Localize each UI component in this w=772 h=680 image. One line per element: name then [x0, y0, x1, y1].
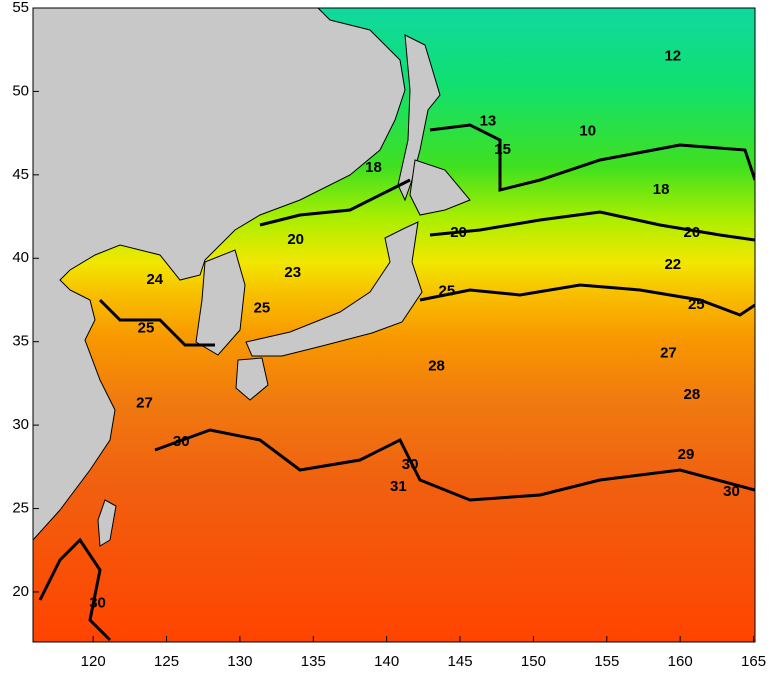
x-tick-label: 125	[154, 653, 179, 670]
contour-label: 30	[89, 595, 106, 612]
y-tick-label: 55	[12, 0, 29, 16]
contour-line	[38, 537, 112, 642]
y-tick-label: 35	[12, 333, 29, 350]
contour-label: 25	[688, 296, 705, 313]
contour-label: 18	[653, 181, 670, 198]
taiwan	[97, 499, 117, 547]
x-tick-label: 130	[227, 653, 252, 670]
contour-label: 13	[480, 112, 497, 129]
contour-label: 28	[428, 358, 445, 375]
land	[33, 8, 471, 547]
contour-label: 30	[402, 456, 419, 473]
contour-label: 31	[390, 478, 407, 495]
contour-label: 27	[660, 344, 677, 361]
contour-line	[98, 298, 215, 347]
y-tick-label: 30	[12, 416, 29, 433]
contour-label: 20	[287, 231, 304, 248]
mainland	[33, 8, 406, 541]
contour-label: 30	[723, 483, 740, 500]
honshu	[245, 221, 423, 357]
contour-label: 15	[494, 141, 511, 158]
y-tick-label: 50	[12, 82, 29, 99]
contour-lines	[38, 123, 755, 642]
contour-line	[154, 428, 755, 502]
korea	[195, 249, 246, 356]
y-tick-label: 40	[12, 249, 29, 266]
y-tick-label: 25	[12, 499, 29, 516]
kyushu	[235, 357, 269, 401]
contour-line	[429, 210, 755, 242]
x-tick-label: 165	[741, 653, 766, 670]
contour-label: 22	[664, 256, 681, 273]
contour-label: 27	[136, 394, 153, 411]
contour-label: 24	[146, 271, 163, 288]
contour-line	[259, 178, 411, 227]
x-tick-label: 155	[594, 653, 619, 670]
contour-label: 12	[664, 47, 681, 64]
x-tick-label: 140	[374, 653, 399, 670]
contour-line	[429, 123, 755, 192]
x-tick-label: 160	[668, 653, 693, 670]
plot-frame	[32, 7, 756, 643]
x-tick-label: 145	[448, 653, 473, 670]
plot-area	[33, 8, 755, 642]
hokkaido	[409, 159, 471, 216]
contour-label: 30	[173, 433, 190, 450]
contour-label: 25	[138, 319, 155, 336]
contour-label: 25	[438, 283, 455, 300]
contour-line	[419, 283, 755, 317]
contour-label: 25	[254, 299, 271, 316]
x-tick-label: 120	[81, 653, 106, 670]
contour-label: 20	[684, 224, 701, 241]
contour-label: 23	[284, 264, 301, 281]
y-tick-label: 45	[12, 166, 29, 183]
contour-label: 10	[579, 122, 596, 139]
x-tick-label: 135	[301, 653, 326, 670]
contour-label: 18	[365, 159, 382, 176]
contour-label: 20	[450, 224, 467, 241]
contour-label: 28	[684, 386, 701, 403]
x-tick-label: 150	[521, 653, 546, 670]
y-tick-label: 20	[12, 583, 29, 600]
contour-label: 29	[678, 446, 695, 463]
